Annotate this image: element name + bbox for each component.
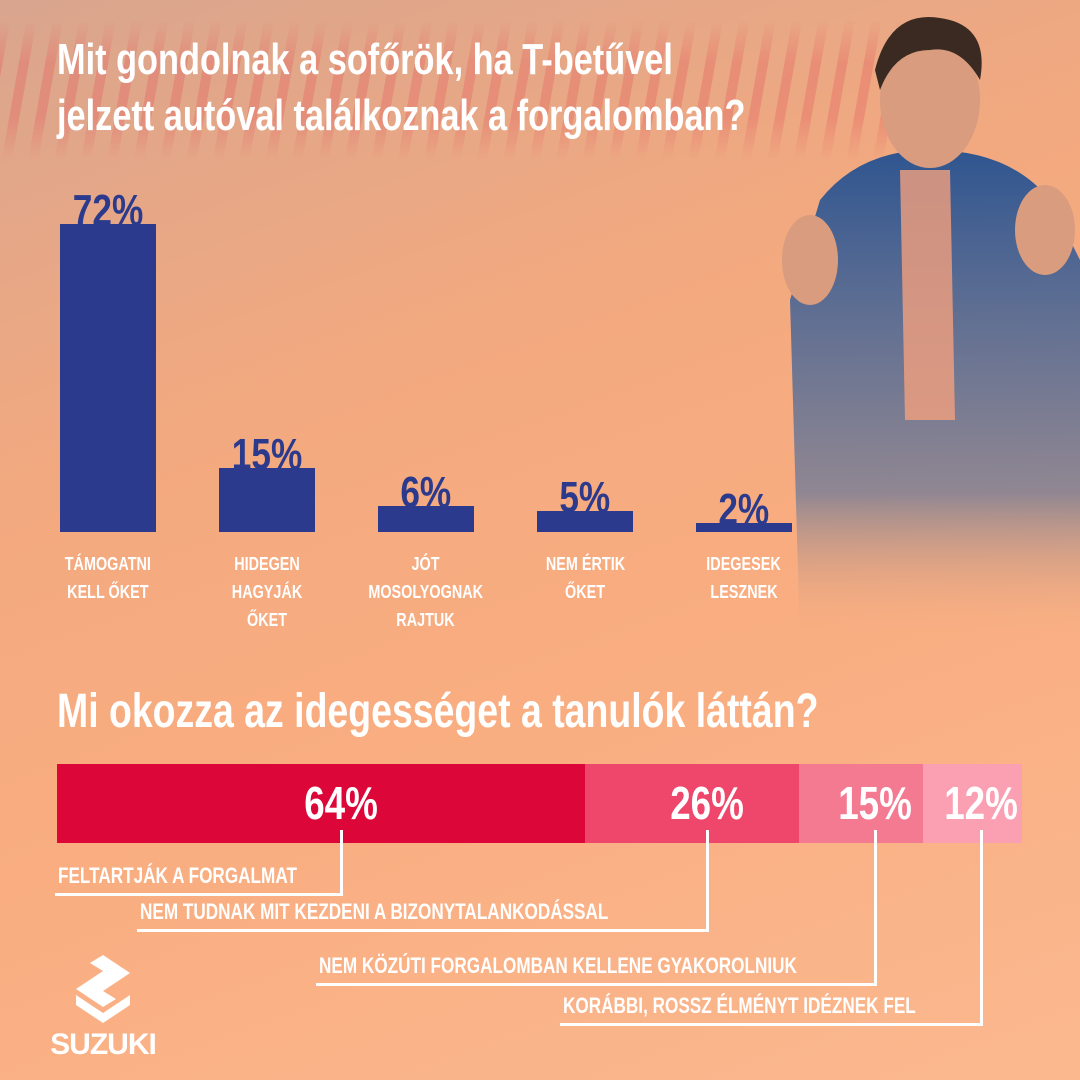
bar	[60, 224, 156, 532]
reason-label: FELTARTJÁK A FORGALMAT	[58, 863, 297, 888]
segment-value-label: 12%	[944, 777, 1018, 829]
leader-line-vertical	[340, 830, 343, 893]
bar-segment	[57, 764, 585, 843]
category-label: TÁMOGATNI KELL ŐKET	[64, 554, 152, 602]
leader-line-horizontal	[560, 1023, 983, 1026]
category-label: JÓT MOSOLYOGNAK RAJTUK	[368, 554, 484, 630]
bar	[378, 506, 474, 532]
leader-line-vertical	[874, 830, 877, 983]
reason-label: NEM TUDNAK MIT KEZDENI A BIZONYTALANKODÁ…	[140, 899, 609, 924]
leader-line-horizontal	[55, 893, 343, 896]
leader-line-vertical	[706, 830, 709, 929]
category-label: IDEGESEK LESZNEK	[706, 554, 782, 602]
bar	[219, 467, 315, 532]
brand-name: SUZUKI	[50, 1028, 157, 1061]
bar-value-label: 5%	[559, 472, 611, 522]
leader-line-horizontal	[137, 929, 709, 932]
category-label: NEM ÉRTIK ŐKET	[545, 554, 625, 602]
bar-segment	[923, 764, 1022, 843]
suzuki-s-icon	[76, 955, 130, 1023]
angry-man-photo	[782, 17, 1080, 640]
bar-value-label: 72%	[72, 186, 144, 235]
segment-value-label: 26%	[670, 777, 744, 829]
leader-line-horizontal	[316, 983, 877, 986]
bar-value-label: 6%	[400, 468, 452, 518]
segment-value-label: 15%	[838, 777, 912, 829]
bar	[696, 523, 792, 532]
segment-value-label: 64%	[304, 777, 378, 829]
reason-label: KORÁBBI, ROSSZ ÉLMÉNYT IDÉZNEK FEL	[563, 993, 916, 1018]
suzuki-logo: SUZUKI	[28, 955, 178, 1062]
chart2-title: Mi okozza az idegességet a tanulók láttá…	[57, 685, 819, 738]
tire-tracks-decoration	[0, 20, 900, 160]
bar-segment	[584, 764, 800, 843]
bar-segment	[799, 764, 923, 843]
reason-label: NEM KÖZÚTI FORGALOMBAN KELLENE GYAKOROLN…	[319, 953, 797, 978]
bar-value-label: 15%	[231, 429, 303, 479]
leader-line-vertical	[980, 830, 983, 1023]
chart1-title: Mit gondolnak a sofőrök, ha T-betűvel jel…	[57, 35, 746, 140]
bar-value-label: 2%	[718, 485, 770, 535]
category-label: HIDEGEN HAGYJÁK ŐKET	[231, 554, 303, 630]
bar	[537, 510, 633, 532]
